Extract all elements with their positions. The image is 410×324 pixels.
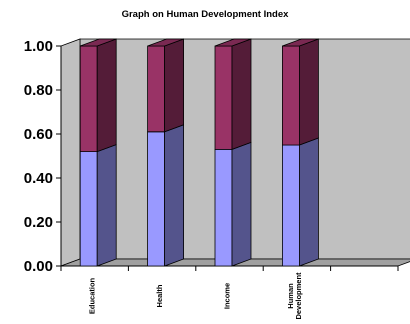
bar-top: [147, 38, 184, 47]
y-tick-label: 0.40: [24, 170, 53, 187]
bar-segment-front: [281, 144, 300, 267]
bar-segment-side: [231, 38, 252, 150]
bar-segment-front: [214, 45, 233, 150]
x-tick-label-line: Education: [88, 277, 97, 314]
bar-segment-side: [96, 144, 117, 267]
x-tick-label-line: Income: [223, 283, 232, 309]
bar-segment-side: [298, 137, 319, 267]
x-tick-label-line: Development: [294, 272, 303, 320]
bar-segment-front: [281, 45, 300, 146]
bar-top: [214, 38, 252, 47]
y-tick-label: 1.00: [24, 38, 53, 55]
bar-segment-side: [231, 141, 252, 267]
bar-segment-side: [164, 124, 185, 267]
x-tick-label: Human Development: [286, 272, 303, 320]
tick-labels: 0.00 0.20 0.40 0.60 0.80 1.00 Education Health I…: [24, 38, 303, 320]
bar-segment-front: [79, 151, 98, 267]
y-tick-label: 0.60: [24, 126, 53, 143]
x-tick-label: Income: [223, 283, 232, 309]
bar-segment-front: [147, 131, 166, 267]
x-tick-label: Education: [88, 277, 97, 314]
y-tick-label: 0.80: [24, 82, 53, 99]
bar-segment-side: [298, 38, 319, 146]
bar-segment-front: [79, 45, 98, 153]
y-tick-label: 0.00: [24, 258, 53, 275]
side-wall: [60, 38, 81, 267]
bars: [79, 38, 319, 267]
y-tick-label: 0.20: [24, 214, 53, 231]
bar-segment-side: [164, 38, 185, 133]
x-tick-label-line: Health: [155, 284, 164, 307]
bar-segment-front: [214, 148, 233, 267]
bar-segment-side: [96, 38, 117, 153]
bar-top: [80, 38, 117, 47]
bar-segment-front: [147, 45, 166, 133]
x-tick-label: Health: [155, 284, 164, 307]
chart-title: Graph on Human Development Index: [121, 9, 289, 20]
x-tick-label-line: Human: [286, 283, 295, 309]
bar-top: [282, 38, 319, 47]
